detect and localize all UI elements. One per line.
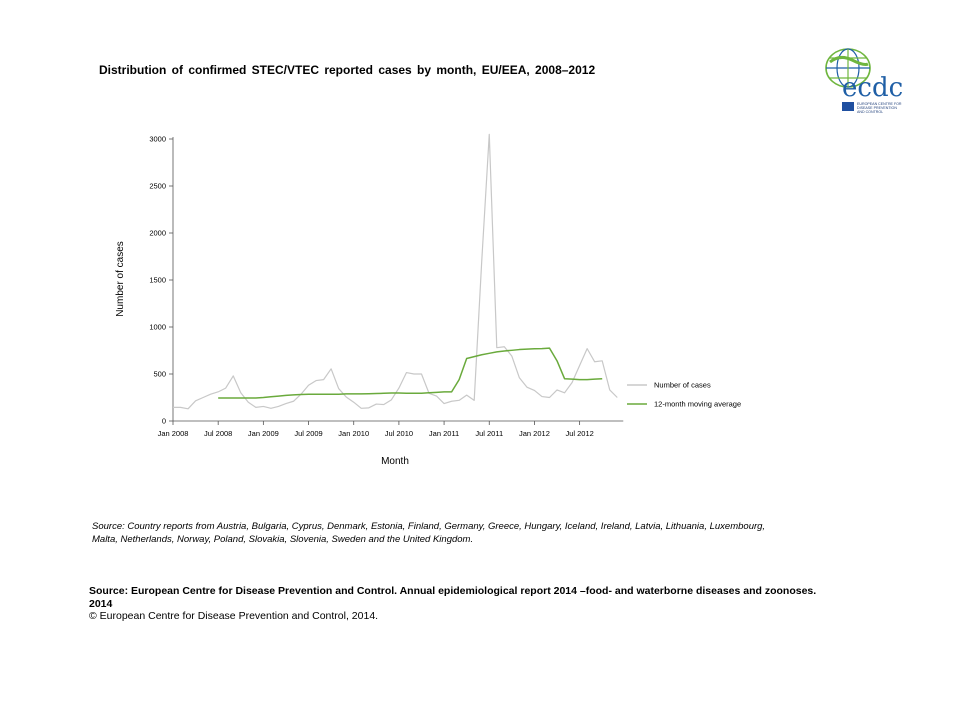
copyright: © European Centre for Disease Prevention… [89,610,379,622]
x-tick-label: Jan 2011 [429,429,459,438]
series-number-of-cases-line [173,133,618,410]
y-tick-label: 500 [153,370,166,379]
x-tick-label: Jul 2010 [385,429,413,438]
legend-entry-label: 12-month moving average [654,400,741,409]
logo-tagline: EUROPEAN CENTRE FOR DISEASE PREVENTION A… [857,102,903,114]
x-tick-label: Jan 2008 [158,429,189,438]
logo-wordmark: ecdc [842,73,903,103]
x-tick-label: Jul 2011 [475,429,503,438]
line-chart: 0 500 1000 1500 2000 2500 3000 Jan 2008 Jul 200… [115,133,741,467]
country-source-note: Source: Country reports from Austria, Bu… [92,521,766,545]
y-tick-label: 3000 [149,135,166,144]
series-moving-average-line [218,347,603,399]
x-tick-label: Jan 2010 [338,429,369,438]
legend: Number of cases 12-month moving average [627,381,741,409]
x-tick-label: Jan 2012 [519,429,550,438]
eu-flag-icon [842,102,854,111]
y-tick-label: 1000 [149,323,166,332]
x-tick-label: Jul 2009 [294,429,322,438]
y-axis-title: Number of cases [115,241,126,317]
source-citation: Source: European Centre for Disease Prev… [89,585,819,623]
chart-title: Distribution of confirmed STEC/VTEC repo… [99,63,596,77]
x-tick-label: Jul 2008 [204,429,232,438]
series-layer [173,133,618,410]
ecdc-logo: ecdc EUROPEAN CENTRE FOR DISEASE PREVENT… [825,48,903,114]
y-tick-label: 1500 [149,276,166,285]
globe-icon [825,48,871,88]
x-axis-title: Month [381,456,409,467]
x-axis: Jan 2008 Jul 2008 Jan 2009 Jul 2009 Jan 2010… [158,420,624,438]
source-reference: Source: European Centre for Disease Prev… [89,585,817,610]
legend-entry-label: Number of cases [654,381,711,390]
x-tick-label: Jul 2012 [565,429,593,438]
y-tick-label: 2500 [149,182,166,191]
y-axis: 0 500 1000 1500 2000 2500 3000 [149,135,174,426]
x-tick-label: Jan 2009 [248,429,279,438]
y-tick-label: 2000 [149,229,166,238]
y-tick-label: 0 [162,417,166,426]
